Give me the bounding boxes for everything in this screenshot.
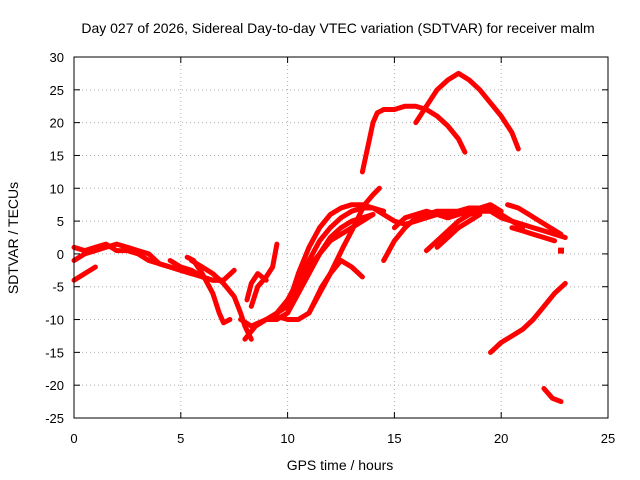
- y-tick-label: 5: [57, 214, 64, 229]
- series-track-16: [413, 70, 521, 152]
- series-track-25: [558, 247, 565, 254]
- y-tick-label: -25: [45, 411, 64, 426]
- grid: [74, 57, 608, 418]
- series-track-19: [423, 208, 526, 254]
- series-track-22: [509, 225, 558, 244]
- x-tick-label: 10: [280, 431, 294, 446]
- y-tick-label: 15: [50, 148, 64, 163]
- y-tick-label: -15: [45, 345, 64, 360]
- series-track-13: [285, 202, 483, 309]
- y-axis-label: SDTVAR / TECUs: [5, 182, 21, 294]
- series-track-14: [306, 185, 382, 316]
- plot-frame: [73, 56, 609, 419]
- y-tick-label: -5: [52, 280, 64, 295]
- series-track-20: [434, 212, 483, 250]
- series-track-15: [359, 103, 468, 175]
- y-tick-label: 20: [50, 116, 64, 131]
- series-track-21: [505, 202, 564, 237]
- x-tick-label: 20: [494, 431, 508, 446]
- series-track-23: [488, 280, 568, 355]
- y-tick-label: 10: [50, 181, 64, 196]
- series-track-18: [391, 202, 504, 231]
- series-track-24: [541, 386, 564, 405]
- series-track-07: [244, 271, 269, 303]
- series-track-05: [184, 254, 233, 326]
- x-tick-label: 0: [70, 431, 77, 446]
- y-tick-label: -20: [45, 378, 64, 393]
- chart-title: Day 027 of 2026, Sidereal Day-to-day VTE…: [81, 20, 594, 36]
- x-tick-label: 15: [387, 431, 401, 446]
- series-track-08: [248, 241, 280, 309]
- series-layer: [71, 70, 568, 405]
- x-tick-label: 5: [177, 431, 184, 446]
- y-tick-label: -10: [45, 313, 64, 328]
- y-tick-label: 25: [50, 83, 64, 98]
- x-axis-label: GPS time / hours: [287, 457, 394, 473]
- y-tick-label: 30: [50, 50, 64, 65]
- x-tick-label: 25: [601, 431, 615, 446]
- x-axis: 0 5 10 15 20 25: [70, 57, 615, 446]
- series-track-02: [71, 264, 98, 283]
- y-tick-label: 0: [57, 247, 64, 262]
- y-axis: -25 -20 -15 -10 -5 0 5 10 15 20 25 30: [45, 50, 608, 426]
